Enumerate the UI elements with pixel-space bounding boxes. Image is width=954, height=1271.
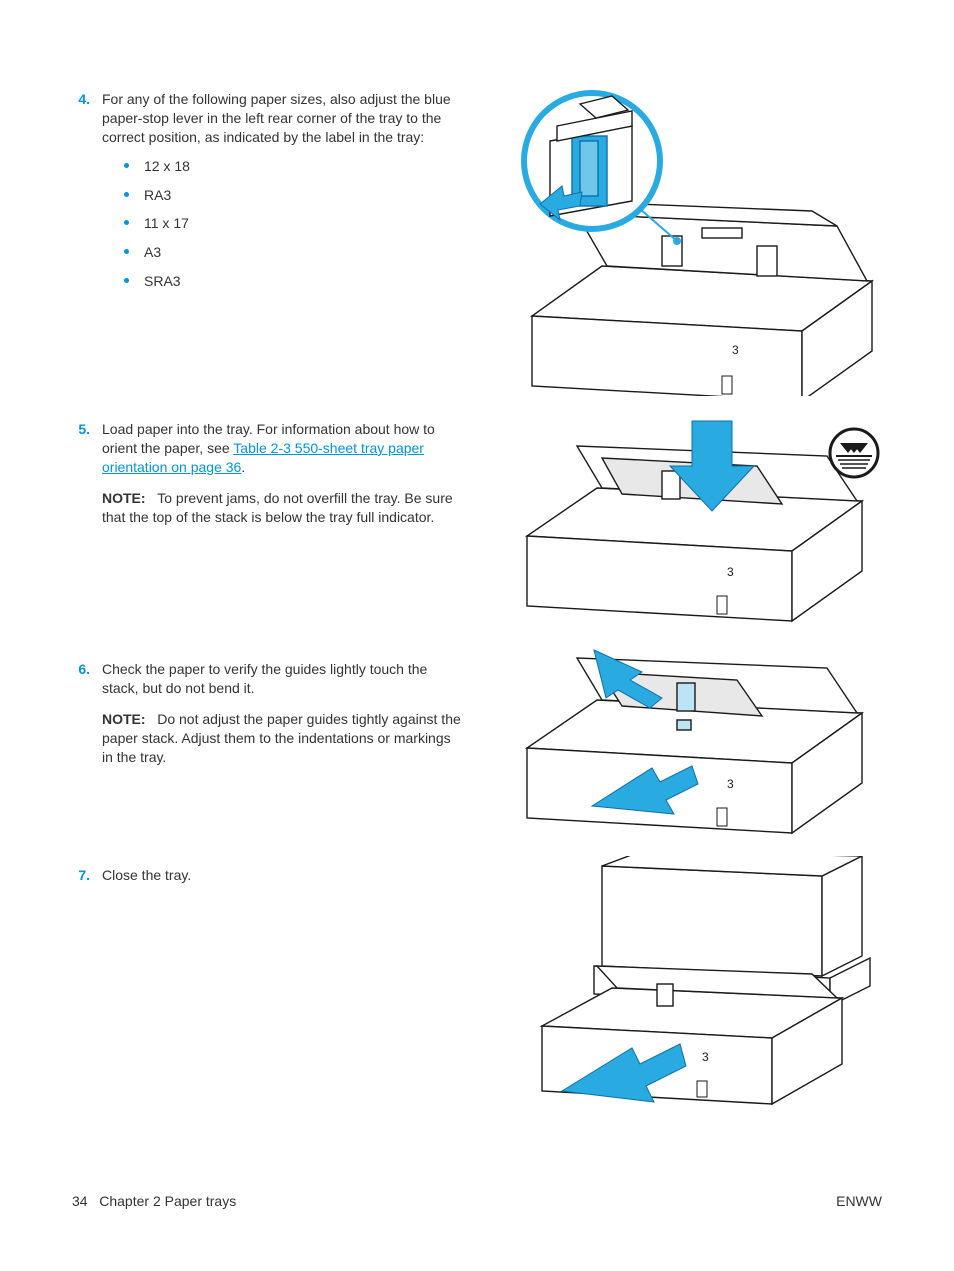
step-5-text-post: . [241,459,245,475]
bullet-sra3: SRA3 [124,272,462,291]
step-5: 5. Load paper into the tray. For informa… [72,420,472,550]
fig5-tray-label: 3 [727,565,734,579]
step-6-text: Check the paper to verify the guides lig… [102,660,462,698]
step-7-text: Close the tray. [102,866,462,885]
figure-4: 3 [502,86,882,396]
bullet-11x17: 11 x 17 [124,214,462,233]
figure-5: 3 [502,416,882,636]
step-5-text: Load paper into the tray. For informatio… [102,420,462,477]
figure-6: 3 [502,648,882,848]
figure-5-svg: 3 [502,416,882,636]
step-7-number: 7. [72,866,102,885]
figure-4-svg: 3 [502,86,882,396]
step-6: 6. Check the paper to verify the guides … [72,660,472,790]
step-4-text: For any of the following paper sizes, al… [102,90,462,147]
page-number: 34 [72,1193,88,1209]
footer-right: ENWW [836,1192,882,1211]
page-footer: 34 Chapter 2 Paper trays ENWW [72,1192,882,1211]
fig6-tray-label: 3 [727,777,734,791]
footer-left: 34 Chapter 2 Paper trays [72,1192,236,1211]
step-4-bullets: 12 x 18 RA3 11 x 17 A3 SRA3 [102,157,462,291]
step-6-note-text: Do not adjust the paper guides tightly a… [102,711,461,765]
figure-6-svg: 3 [502,648,882,848]
step-6-note-label: NOTE: [102,711,146,727]
figure-7-svg: 3 [502,856,882,1126]
step-5-note: NOTE: To prevent jams, do not overfill t… [102,489,462,527]
page-root: 4. For any of the following paper sizes,… [0,0,954,1271]
bullet-a3: A3 [124,243,462,262]
figure-7: 3 [502,856,882,1126]
step-6-note: NOTE: Do not adjust the paper guides tig… [102,710,462,767]
bullet-ra3: RA3 [124,186,462,205]
bullet-12x18: 12 x 18 [124,157,462,176]
fig4-tray-label: 3 [732,343,739,357]
step-5-note-label: NOTE: [102,490,146,506]
fig7-tray-label: 3 [702,1050,709,1064]
step-5-number: 5. [72,420,102,439]
step-6-number: 6. [72,660,102,679]
step-4: 4. For any of the following paper sizes,… [72,90,472,325]
step-4-number: 4. [72,90,102,109]
step-5-note-text: To prevent jams, do not overfill the tra… [102,490,453,525]
chapter-title: Chapter 2 Paper trays [99,1193,236,1209]
step-7: 7. Close the tray. [72,866,472,909]
